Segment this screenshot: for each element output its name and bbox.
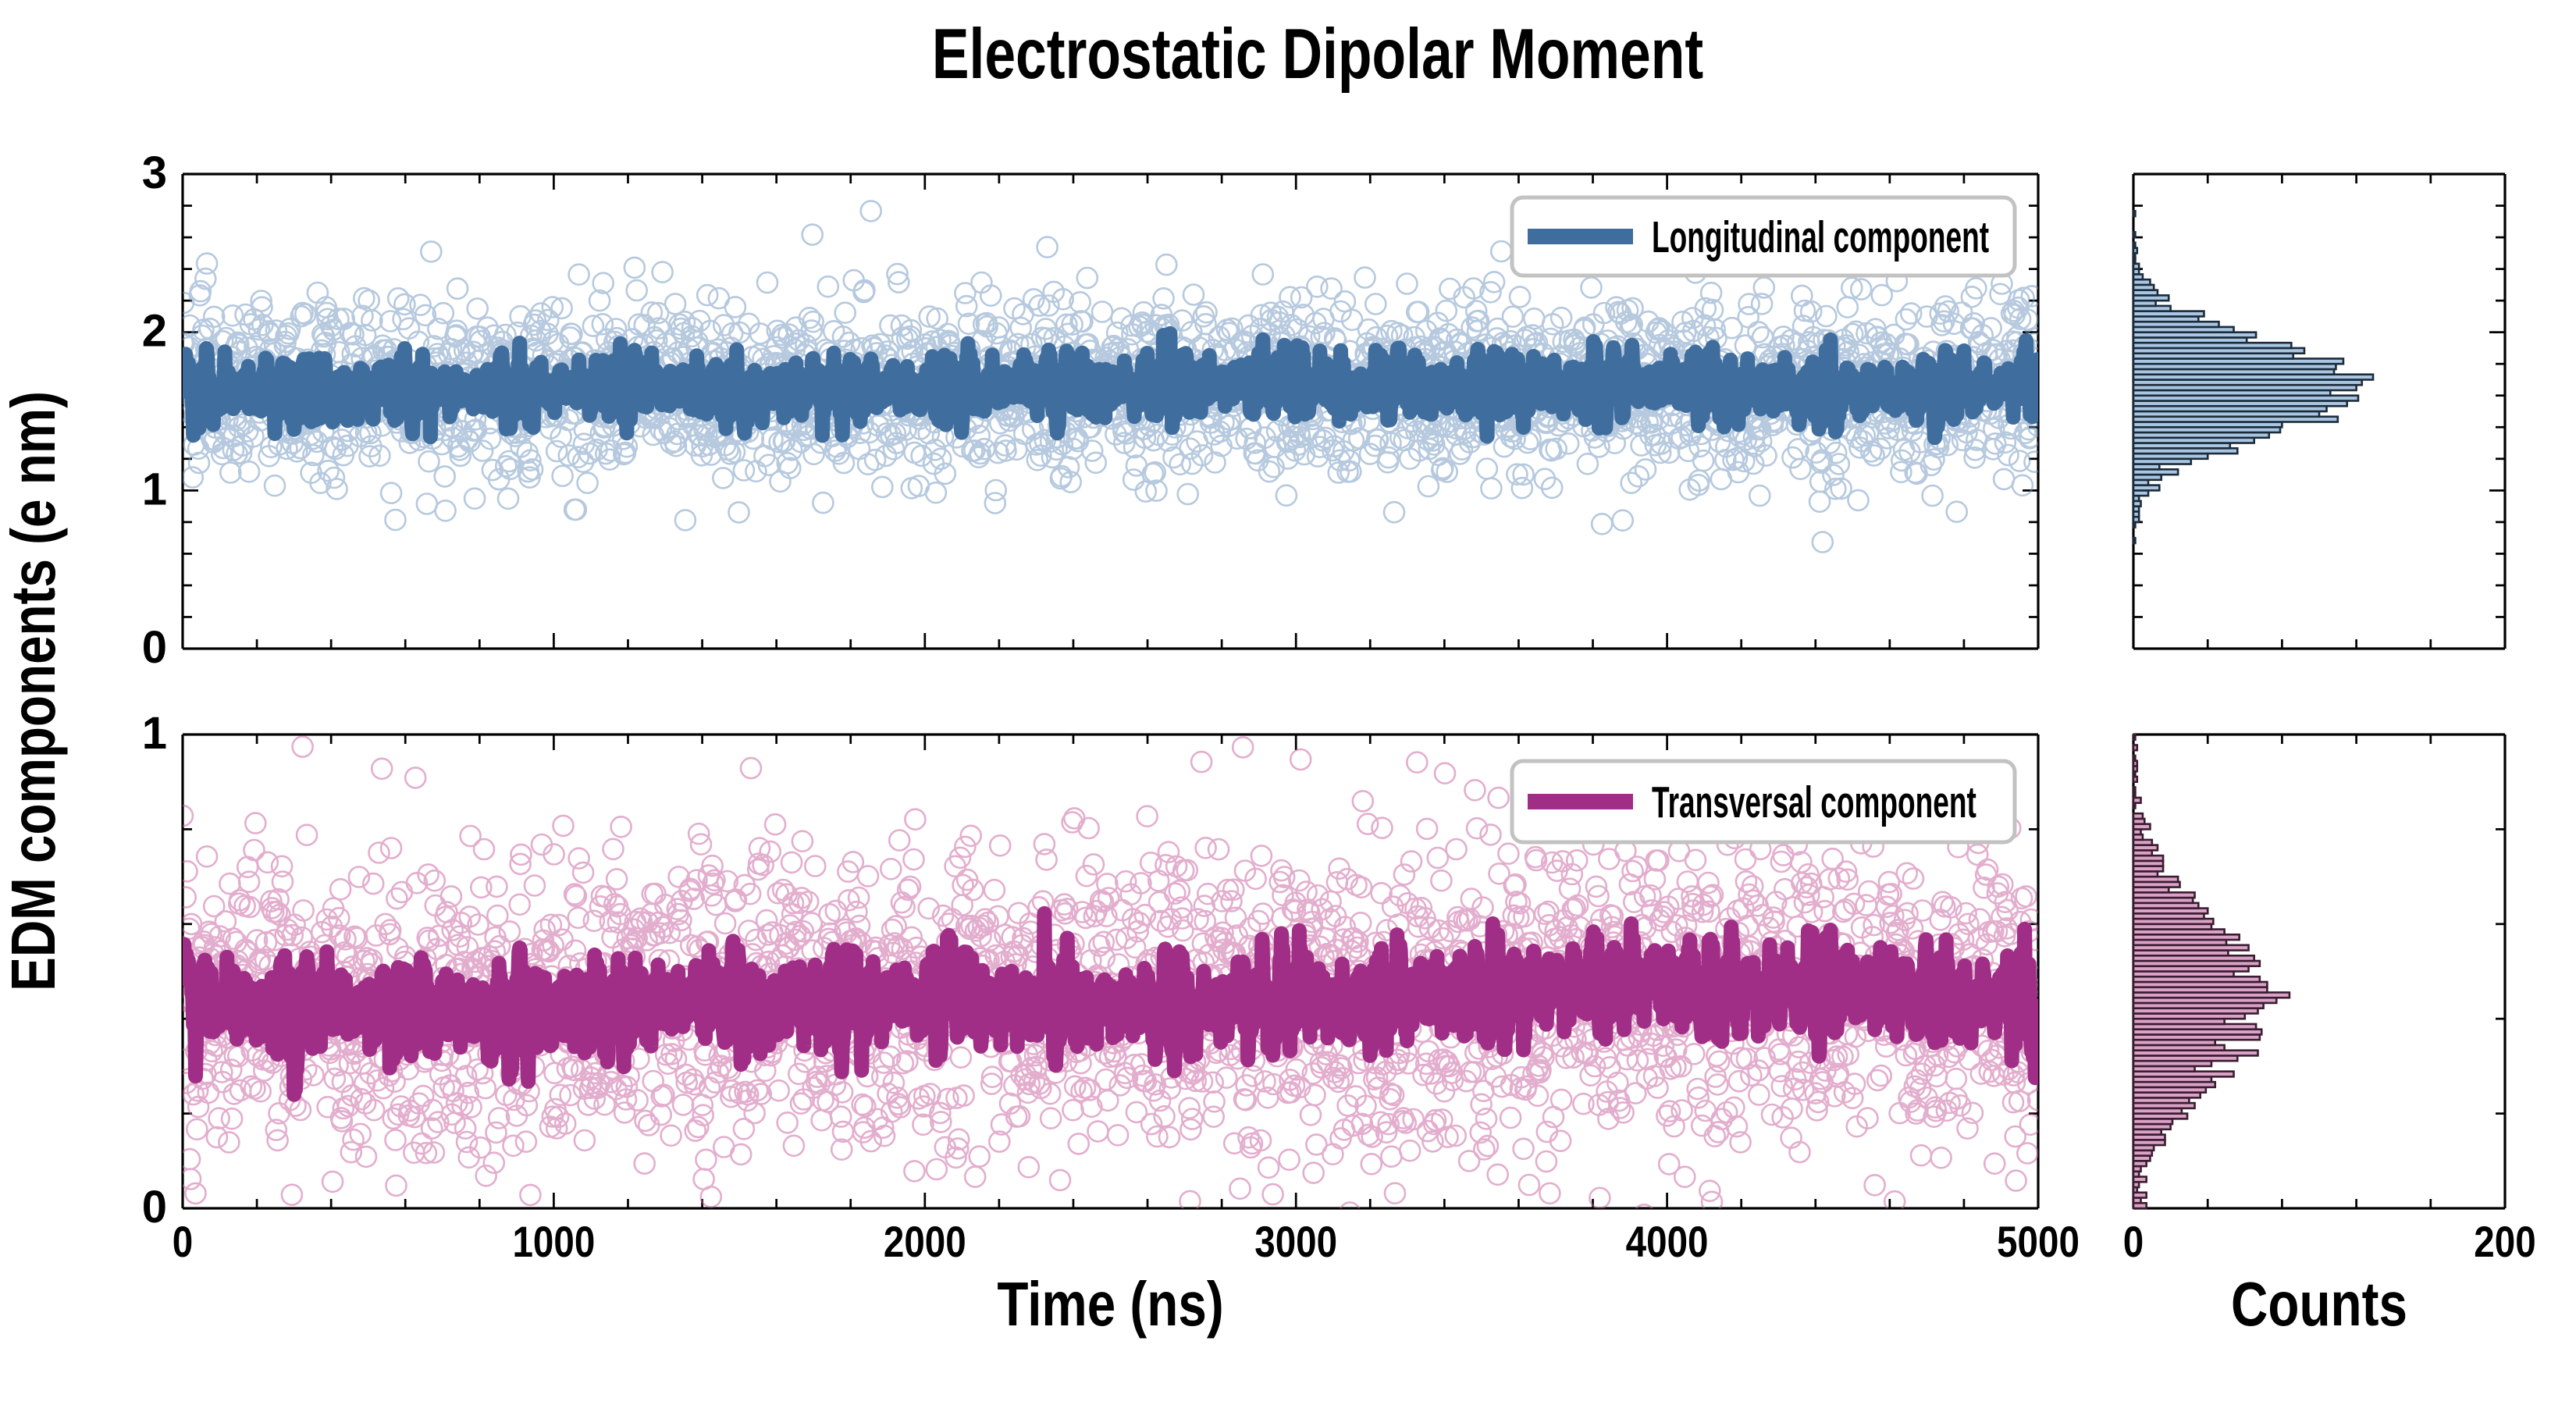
- svg-text:1: 1: [142, 464, 167, 514]
- svg-text:Time (ns): Time (ns): [997, 1269, 1223, 1339]
- svg-text:3: 3: [142, 148, 167, 198]
- svg-text:4000: 4000: [1626, 1218, 1709, 1266]
- svg-text:200: 200: [2474, 1218, 2535, 1266]
- svg-text:0: 0: [173, 1218, 193, 1266]
- svg-text:2: 2: [142, 306, 167, 357]
- svg-text:3000: 3000: [1254, 1218, 1337, 1266]
- svg-text:Electrostatic Dipolar Moment: Electrostatic Dipolar Moment: [932, 15, 1703, 94]
- svg-text:Counts: Counts: [2231, 1269, 2407, 1339]
- svg-text:1000: 1000: [512, 1218, 595, 1266]
- svg-text:0: 0: [142, 1182, 167, 1232]
- svg-text:0: 0: [2123, 1218, 2144, 1266]
- svg-text:0: 0: [142, 622, 167, 673]
- svg-text:1: 1: [142, 708, 167, 759]
- svg-text:EDM components (e nm): EDM components (e nm): [0, 391, 68, 991]
- svg-text:2000: 2000: [884, 1218, 966, 1266]
- svg-text:5000: 5000: [1997, 1218, 2080, 1266]
